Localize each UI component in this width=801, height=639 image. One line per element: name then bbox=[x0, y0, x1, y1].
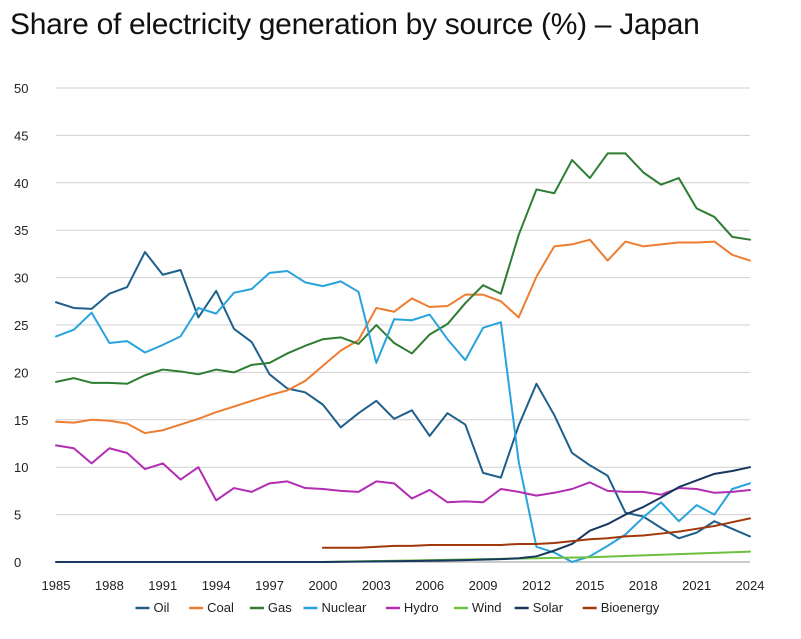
x-tick-label-2024: 2024 bbox=[736, 578, 765, 593]
legend-label-coal: Coal bbox=[207, 600, 234, 615]
legend-label-nuclear: Nuclear bbox=[322, 600, 367, 615]
x-tick-label-1988: 1988 bbox=[95, 578, 124, 593]
series-line-oil bbox=[55, 251, 751, 540]
y-tick-label-35: 35 bbox=[14, 223, 28, 238]
x-tick-label-2009: 2009 bbox=[469, 578, 498, 593]
x-tick-label-2006: 2006 bbox=[415, 578, 444, 593]
legend-label-hydro: Hydro bbox=[404, 600, 439, 615]
y-tick-label-5: 5 bbox=[14, 508, 21, 523]
x-tick-label-1985: 1985 bbox=[42, 578, 71, 593]
y-tick-label-40: 40 bbox=[14, 176, 28, 191]
y-tick-label-20: 20 bbox=[14, 365, 28, 380]
legend-label-oil: Oil bbox=[154, 600, 170, 615]
x-tick-label-1991: 1991 bbox=[148, 578, 177, 593]
series-line-coal bbox=[55, 238, 751, 435]
x-tick-label-2012: 2012 bbox=[522, 578, 551, 593]
y-tick-label-15: 15 bbox=[14, 413, 28, 428]
x-tick-label-1997: 1997 bbox=[255, 578, 284, 593]
legend-label-solar: Solar bbox=[533, 600, 564, 615]
legend-label-wind: Wind bbox=[472, 600, 502, 615]
x-tick-label-1994: 1994 bbox=[202, 578, 231, 593]
x-tick-label-2003: 2003 bbox=[362, 578, 391, 593]
y-tick-label-0: 0 bbox=[14, 555, 21, 570]
series-line-bioenergy bbox=[321, 517, 751, 549]
legend-label-gas: Gas bbox=[268, 600, 292, 615]
x-tick-label-2015: 2015 bbox=[575, 578, 604, 593]
y-tick-label-30: 30 bbox=[14, 271, 28, 286]
x-tick-label-2018: 2018 bbox=[629, 578, 658, 593]
chart-title: Share of electricity generation by sourc… bbox=[10, 8, 700, 41]
y-tick-label-50: 50 bbox=[14, 81, 28, 96]
x-tick-label-2021: 2021 bbox=[682, 578, 711, 593]
legend-label-bioenergy: Bioenergy bbox=[601, 600, 660, 615]
series-line-solar bbox=[55, 466, 751, 563]
series-line-hydro bbox=[55, 444, 751, 504]
y-tick-label-25: 25 bbox=[14, 318, 28, 333]
y-tick-label-45: 45 bbox=[14, 128, 28, 143]
x-tick-label-2000: 2000 bbox=[308, 578, 337, 593]
series-line-nuclear bbox=[55, 269, 751, 563]
series-line-gas bbox=[55, 152, 751, 385]
y-tick-label-10: 10 bbox=[14, 460, 28, 475]
